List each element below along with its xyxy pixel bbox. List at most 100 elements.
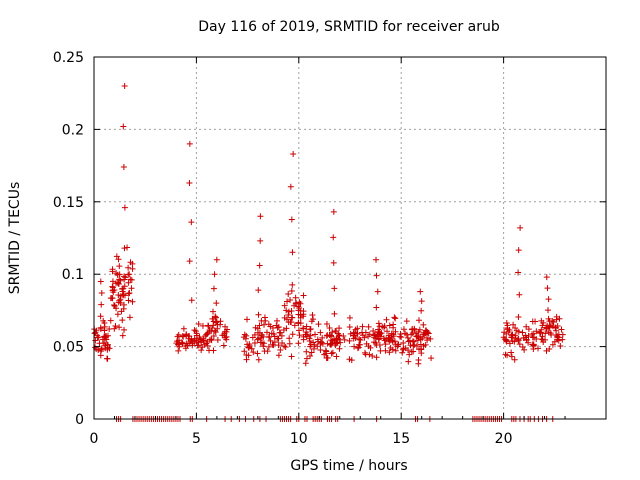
data-point: [278, 332, 285, 339]
data-point: [552, 324, 559, 331]
data-point: [333, 353, 340, 360]
data-point: [417, 288, 424, 295]
data-point: [329, 337, 336, 344]
data-point: [269, 325, 276, 332]
data-point: [192, 337, 199, 344]
data-point: [525, 326, 532, 333]
data-point: [113, 305, 120, 312]
data-point: [428, 355, 435, 362]
data-point: [121, 204, 128, 211]
data-point: [323, 320, 330, 327]
data-point: [244, 316, 251, 323]
data-point: [336, 325, 343, 332]
x-axis-label: GPS time / hours: [290, 458, 407, 474]
data-point: [323, 348, 330, 355]
data-point: [213, 256, 220, 263]
y-tick-label: 0: [75, 412, 84, 428]
y-tick-label: 0.2: [62, 122, 84, 138]
data-point: [415, 360, 422, 367]
data-point: [359, 323, 366, 330]
data-point: [116, 324, 123, 331]
data-point: [97, 313, 104, 320]
data-point: [337, 339, 344, 346]
data-point: [279, 339, 286, 346]
data-point: [174, 333, 181, 340]
data-point: [281, 314, 288, 321]
data-point: [509, 338, 516, 345]
data-point: [120, 301, 127, 308]
data-point: [389, 337, 396, 344]
data-point: [310, 345, 317, 352]
data-point: [547, 322, 554, 329]
data-point: [553, 327, 560, 334]
data-point: [535, 345, 542, 352]
data-point: [211, 327, 218, 334]
data-point: [370, 328, 377, 335]
data-point: [179, 333, 186, 340]
data-point: [371, 339, 378, 346]
x-tick-label: 0: [90, 431, 99, 447]
data-point: [525, 333, 532, 339]
data-point: [302, 360, 309, 367]
data-point: [257, 213, 264, 220]
data-point: [386, 349, 393, 356]
data-point: [210, 333, 217, 340]
data-point: [94, 334, 101, 341]
data-point: [559, 331, 566, 338]
data-point: [423, 327, 430, 334]
data-point: [283, 307, 290, 314]
data-point: [323, 332, 330, 339]
data-point: [255, 356, 262, 363]
data-point: [194, 342, 201, 349]
data-point: [417, 336, 424, 343]
data-point: [296, 304, 303, 311]
data-point: [312, 331, 319, 338]
data-point: [186, 258, 193, 265]
data-point: [533, 328, 540, 335]
data-point: [411, 326, 418, 333]
data-point: [350, 335, 357, 342]
x-tick-label: 20: [495, 431, 513, 447]
data-point: [254, 336, 261, 343]
data-point: [329, 329, 336, 336]
data-point: [346, 323, 353, 330]
data-point: [538, 317, 545, 324]
data-point: [300, 336, 307, 343]
data-point: [256, 262, 263, 269]
data-point: [340, 333, 347, 340]
data-point: [415, 317, 422, 324]
data-point: [275, 335, 282, 342]
chart-title: Day 116 of 2019, SRMTID for receiver aru…: [198, 19, 500, 35]
data-point: [410, 348, 417, 355]
data-point: [416, 326, 423, 333]
data-point: [261, 314, 268, 321]
data-point: [545, 329, 552, 336]
data-point: [97, 278, 104, 285]
data-point: [315, 321, 322, 328]
data-point: [525, 339, 532, 346]
data-point: [303, 329, 310, 336]
data-point: [191, 327, 198, 334]
data-point: [360, 332, 367, 339]
data-point: [508, 349, 515, 356]
data-point: [204, 342, 211, 349]
y-tick-label: 0.15: [53, 195, 84, 211]
data-point: [539, 322, 546, 329]
data-point: [199, 322, 206, 329]
data-point: [519, 329, 526, 336]
data-point: [300, 325, 307, 332]
data-point: [516, 291, 523, 298]
data-point: [386, 322, 393, 329]
data-point: [532, 318, 539, 325]
data-point: [117, 300, 124, 307]
data-point: [205, 323, 212, 330]
data-point: [245, 352, 252, 359]
data-point: [287, 296, 294, 303]
data-point: [276, 329, 283, 336]
data-point: [273, 322, 280, 329]
data-point: [292, 294, 299, 301]
data-point: [531, 334, 538, 341]
data-point: [120, 285, 127, 292]
data-point: [388, 330, 395, 337]
